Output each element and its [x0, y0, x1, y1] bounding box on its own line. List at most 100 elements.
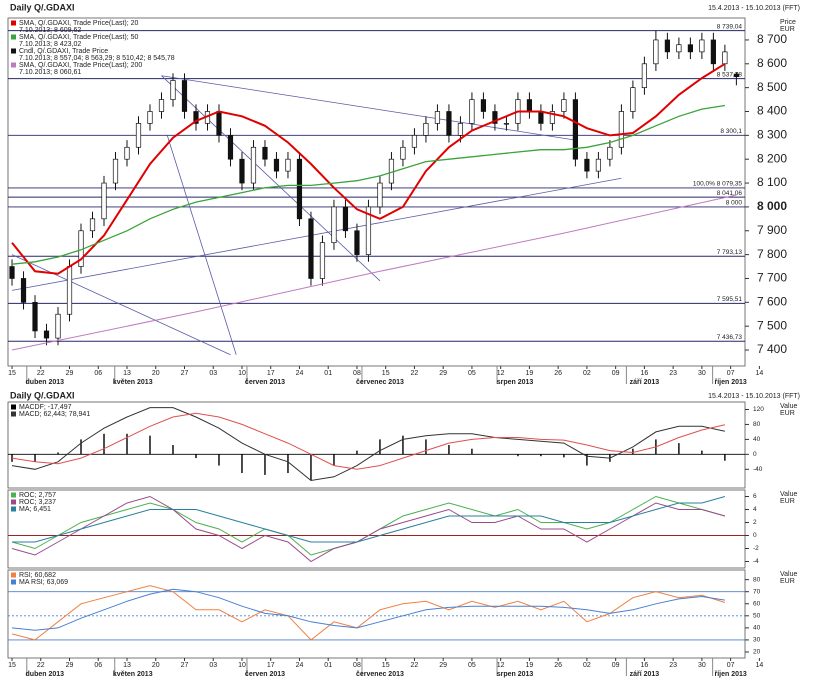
x-tick-label: 07	[727, 370, 735, 377]
h-line-label: 7 793,13	[717, 249, 743, 256]
histogram-bar	[402, 435, 404, 455]
histogram-bar	[379, 439, 381, 455]
y-unit: EUR	[780, 410, 795, 417]
y-tick-label: -40	[753, 466, 763, 473]
legend-swatch	[11, 579, 16, 585]
y-tick-label: 40	[753, 436, 761, 443]
histogram-bar	[287, 454, 289, 474]
y-tick-label: 8 000	[757, 199, 787, 213]
candle-body	[20, 278, 27, 303]
histogram-bar	[632, 448, 634, 455]
month-label: říjen 2013	[714, 671, 746, 678]
histogram-bar	[264, 454, 266, 475]
histogram-bar	[586, 454, 588, 466]
series-line	[11, 495, 726, 556]
candle-body	[32, 301, 38, 332]
legend-label: MA RSI; 63,069	[19, 579, 68, 586]
candle-body	[193, 111, 199, 124]
candle-body	[434, 111, 441, 124]
x-tick-label: 22	[37, 370, 45, 377]
y-tick-label: 80	[753, 421, 761, 428]
y-unit: Value	[780, 491, 797, 498]
candle-body	[158, 99, 165, 112]
candle-body	[722, 51, 728, 65]
h-line-label: 8 537,78	[717, 71, 743, 78]
histogram-bar	[471, 448, 473, 455]
y-tick-label: 8 600	[757, 56, 787, 70]
candle-body	[112, 158, 119, 184]
candle-body	[664, 39, 670, 53]
month-label: duben 2013	[26, 671, 65, 678]
h-line-label: 8 041,06	[717, 190, 743, 197]
candle-body	[607, 146, 613, 160]
histogram-bar	[678, 443, 680, 455]
candle-body	[181, 80, 188, 112]
x-tick-label: 13	[123, 662, 131, 669]
candle-body	[699, 39, 705, 53]
histogram-bar	[701, 450, 703, 455]
x-tick-label: 13	[123, 370, 131, 377]
histogram-bar	[425, 439, 427, 455]
histogram-bar	[517, 454, 519, 457]
series-line	[11, 104, 726, 265]
histogram-bar	[126, 433, 128, 455]
histogram-bar	[540, 454, 542, 457]
candle-body	[469, 99, 475, 124]
series-line	[11, 495, 726, 563]
x-tick-label: 05	[468, 370, 476, 377]
x-tick-label: 24	[296, 370, 304, 377]
x-tick-label: 16	[640, 370, 648, 377]
h-line-label: 7 595,51	[717, 296, 743, 303]
candle-body	[354, 230, 360, 255]
candle-body	[377, 182, 383, 208]
y-tick-label: 40	[753, 625, 761, 632]
legend-swatch	[11, 34, 16, 40]
legend-value: 7.10.2013; 8 557,04; 8 563,29; 8 510,42;…	[19, 55, 175, 62]
x-tick-label: 29	[66, 370, 74, 377]
trend-line	[161, 75, 381, 282]
y-tick-label: 70	[753, 588, 761, 595]
candle-body	[147, 111, 153, 124]
candle-body	[687, 44, 693, 53]
x-tick-label: 02	[583, 662, 591, 669]
candle-body	[250, 146, 257, 184]
x-tick-label: 22	[411, 370, 419, 377]
x-tick-label: 22	[411, 662, 419, 669]
candle-body	[43, 330, 50, 339]
legend-value: 7.10.2013; 8 423,02	[19, 41, 81, 48]
y-tick-label: 7 700	[757, 271, 787, 285]
candle-body	[273, 158, 280, 172]
x-tick-label: 01	[324, 662, 332, 669]
candle-body	[492, 111, 498, 124]
series-line	[11, 585, 726, 641]
panel-frame	[7, 489, 746, 569]
y-unit: Value	[780, 403, 797, 410]
x-tick-label: 01	[324, 370, 332, 377]
month-label: květen 2013	[113, 671, 153, 678]
candle-body	[676, 44, 682, 53]
x-tick-label: 30	[698, 370, 706, 377]
panel-frame	[7, 401, 746, 489]
candle-body	[308, 218, 314, 279]
y-tick-label: 8 100	[757, 175, 787, 189]
candle-body	[9, 266, 15, 279]
x-tick-label: 05	[468, 662, 476, 669]
candle-body	[170, 80, 176, 100]
candle-body	[446, 111, 452, 136]
month-label: červen 2013	[245, 379, 285, 386]
legend-swatch	[11, 404, 16, 410]
candle-body	[239, 158, 245, 184]
y-tick-label: 7 400	[757, 342, 787, 356]
month-label: září 2013	[630, 379, 660, 386]
month-label: říjen 2013	[714, 379, 746, 386]
candle-body	[584, 158, 590, 172]
candle-body	[227, 135, 234, 160]
series-line	[11, 407, 726, 482]
chart-title: Daily Q/.GDAXI	[10, 2, 75, 12]
y-unit: Price	[780, 19, 796, 26]
series-line	[11, 62, 726, 275]
y-tick-label: -4	[753, 558, 759, 565]
y-tick-label: 8 500	[757, 80, 787, 94]
candle-body	[733, 73, 739, 78]
